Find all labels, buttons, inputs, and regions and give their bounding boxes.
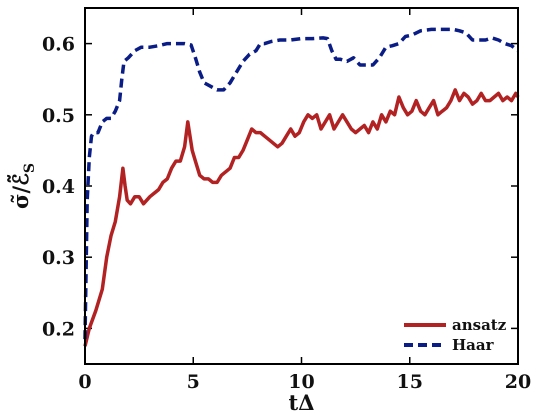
series-layer: [83, 27, 520, 347]
y-axis-label-subscript: S: [22, 163, 38, 173]
plot-frame: [84, 7, 519, 365]
y-tick-label: 0.2: [42, 318, 75, 340]
y-axis-label: σ̃/ℰ̃S: [7, 163, 38, 209]
x-tick-label: 0: [78, 371, 91, 393]
y-tick-label: 0.6: [42, 34, 75, 56]
series-line-haar: [83, 27, 520, 340]
y-axis-label-main: σ̃/ℰ̃: [7, 173, 33, 209]
x-tick-label: 15: [397, 371, 423, 393]
legend: ansatz Haar: [404, 316, 507, 354]
series-line-ansatz: [83, 88, 520, 347]
legend-label-ansatz: ansatz: [452, 316, 507, 334]
x-axis-ticks: 0 5 10 15 20: [78, 8, 531, 393]
x-axis-label: tΔ: [289, 390, 315, 415]
y-tick-label: 0.3: [42, 247, 75, 269]
y-tick-label: 0.4: [42, 176, 75, 198]
x-tick-label: 20: [505, 371, 531, 393]
x-tick-label: 10: [288, 371, 314, 393]
x-tick-label: 5: [187, 371, 200, 393]
y-tick-label: 0.5: [42, 105, 75, 127]
y-axis-label-group: σ̃/ℰ̃S: [7, 163, 38, 209]
y-axis-ticks: 0.2 0.3 0.4 0.5 0.6: [42, 34, 518, 340]
legend-label-haar: Haar: [452, 336, 495, 354]
